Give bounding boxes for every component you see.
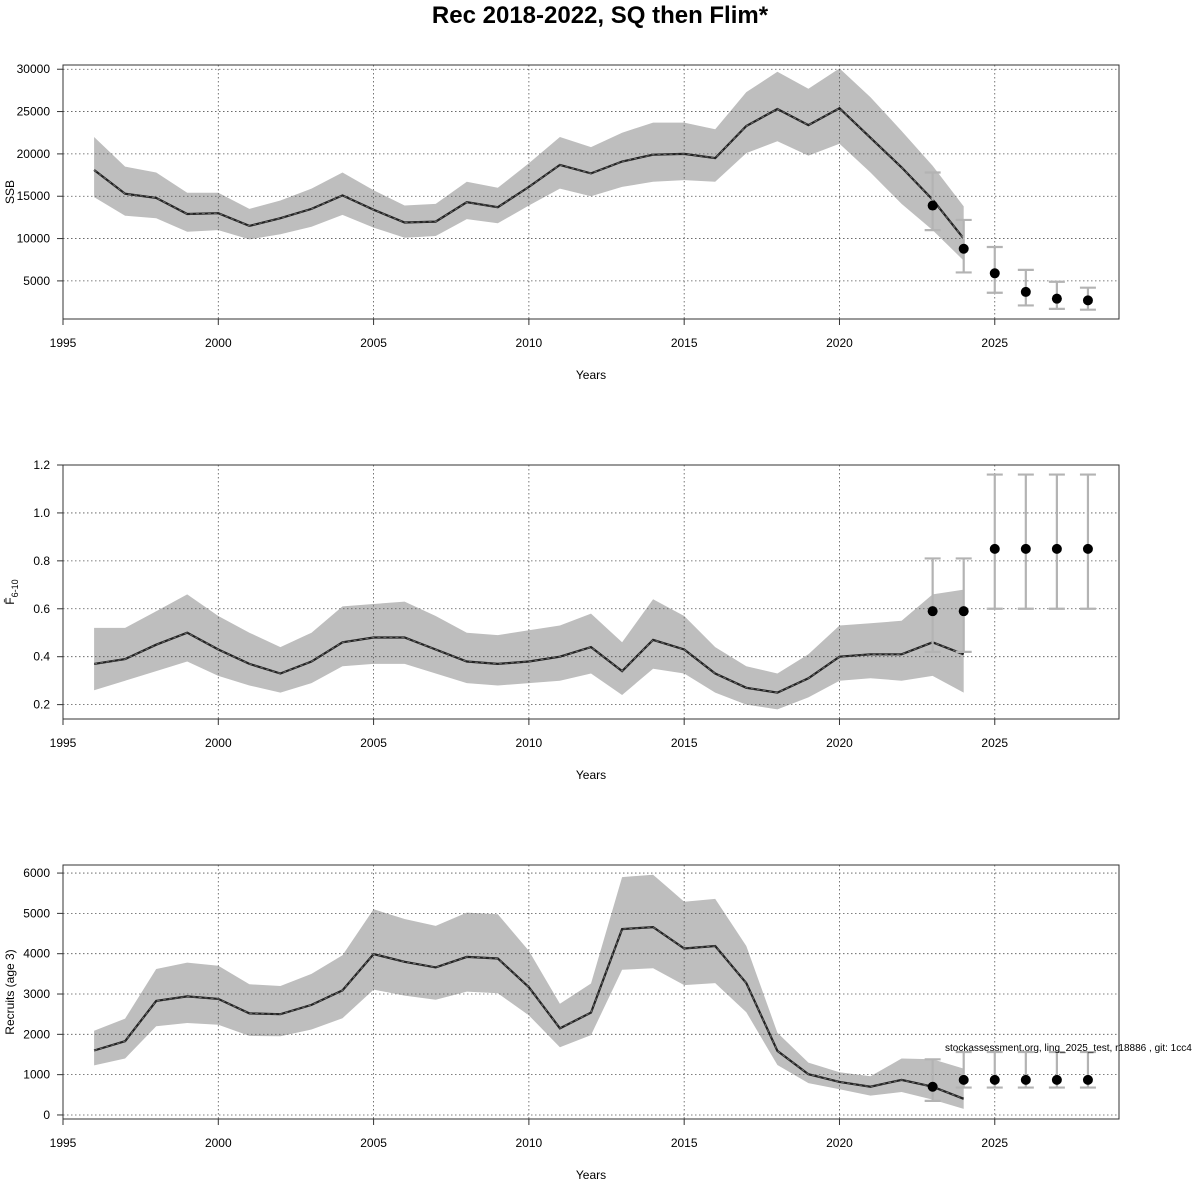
x-tick-label: 2010 [516, 336, 543, 350]
projection-point [1051, 1074, 1062, 1085]
x-tick-label: 2010 [516, 736, 543, 750]
x-tick-label: 2005 [360, 736, 387, 750]
y-tick-label: 1000 [23, 1068, 50, 1082]
x-tick-label: 2020 [826, 736, 853, 750]
plot-frame [62, 864, 1120, 1120]
y-tick-label: 3000 [23, 987, 50, 1001]
y-tick-label: 5000 [23, 906, 50, 920]
chart-title: Rec 2018-2022, SQ then Flim* [431, 2, 769, 29]
x-tick-label: 2000 [205, 336, 232, 350]
y-tick-label: 4000 [23, 947, 50, 961]
y-axis-label-subscript: 6-10 [10, 579, 20, 597]
y-tick-label: 2000 [23, 1027, 50, 1041]
projection-point [927, 200, 938, 211]
y-tick-label: 0 [43, 1108, 50, 1122]
y-axis-label: Recruits (age 3) [3, 949, 17, 1034]
projection-point [958, 606, 969, 617]
y-tick-label: 1.0 [33, 506, 50, 520]
footnote: stockassessment.org, ling_2025_test, r18… [945, 1043, 1192, 1054]
x-tick-label: 2010 [516, 1136, 543, 1150]
panel-3: 1995 2000 2005 2010 2015 2020 2025 0 1000 2000 300… [3, 864, 1120, 1182]
y-tick-label: 10000 [17, 232, 51, 246]
y-tick-label: 0.4 [33, 650, 50, 664]
x-tick-label: 2005 [360, 1136, 387, 1150]
projection-point [958, 243, 969, 254]
y-tick-label: 25000 [17, 105, 51, 119]
x-tick-label: 1995 [50, 736, 77, 750]
x-tick-label: 2015 [671, 336, 698, 350]
plot-frame [62, 64, 1120, 320]
x-tick-label: 2020 [826, 1136, 853, 1150]
series-line-dash [93, 107, 965, 239]
plot-frame [62, 464, 1120, 720]
x-axis-label: Years [576, 368, 606, 382]
x-tick-label: 1995 [50, 336, 77, 350]
projection-point [1020, 1074, 1031, 1085]
projection-point [1051, 543, 1062, 554]
y-axis-label: SSB [3, 180, 17, 204]
y-tick-label: 1.2 [33, 458, 50, 472]
x-tick-label: 1995 [50, 1136, 77, 1150]
series-line-dash [93, 926, 964, 1100]
y-tick-label: 20000 [17, 147, 51, 161]
y-tick-label: 0.2 [33, 698, 50, 712]
y-axis-label: F̄6-10 [3, 579, 20, 604]
x-tick-label: 2000 [205, 1136, 232, 1150]
projection-point [989, 1074, 1000, 1085]
projection-point [1082, 543, 1093, 554]
panel-2: 1995 2000 2005 2010 2015 2020 2025 0.2 0.4 0.6 0.8… [3, 458, 1120, 782]
y-tick-label: 6000 [23, 866, 50, 880]
projection-point [1020, 543, 1031, 554]
projection-point [1082, 295, 1093, 306]
projection-point [989, 268, 1000, 279]
projection-point [1082, 1074, 1093, 1085]
series-line-dash [94, 632, 964, 694]
confidence-band [94, 874, 964, 1109]
x-tick-label: 2025 [981, 336, 1008, 350]
x-tick-label: 2020 [826, 336, 853, 350]
x-tick-label: 2025 [981, 1136, 1008, 1150]
x-tick-label: 2015 [671, 736, 698, 750]
confidence-band [94, 68, 964, 261]
projection-point [989, 543, 1000, 554]
projection-point [927, 1081, 938, 1092]
x-tick-label: 2015 [671, 1136, 698, 1150]
y-tick-label: 5000 [23, 274, 50, 288]
x-tick-label: 2000 [205, 736, 232, 750]
x-axis-label: Years [576, 1168, 606, 1182]
y-tick-label: 15000 [17, 189, 51, 203]
x-tick-label: 2025 [981, 736, 1008, 750]
projection-point [927, 606, 938, 617]
x-axis-label: Years [576, 768, 606, 782]
x-tick-label: 2005 [360, 336, 387, 350]
projection-point [958, 1074, 969, 1085]
projection-point [1051, 293, 1062, 304]
panel-1: 1995 2000 2005 2010 2015 2020 2025 5000 10000 150… [3, 62, 1120, 382]
y-tick-label: 30000 [17, 62, 51, 76]
y-tick-label: 0.6 [33, 602, 50, 616]
projection-point [1020, 286, 1031, 297]
y-tick-label: 0.8 [33, 554, 50, 568]
